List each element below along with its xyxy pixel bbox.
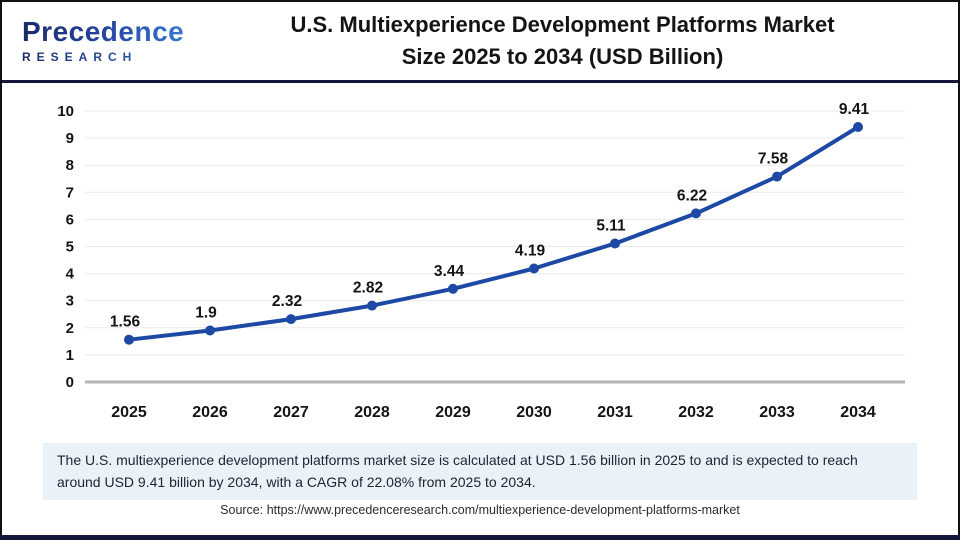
chart-title: U.S. Multiexperience Development Platfor… <box>197 9 928 73</box>
x-tick-label: 2028 <box>354 404 390 421</box>
y-tick-label: 0 <box>66 374 74 391</box>
data-point[interactable] <box>205 325 215 336</box>
x-tick-label: 2027 <box>273 404 309 421</box>
header-divider <box>0 80 960 83</box>
footnote-box: The U.S. multiexperience development pla… <box>43 443 917 500</box>
y-tick-label: 4 <box>66 266 75 283</box>
data-point[interactable] <box>853 122 863 132</box>
bottom-accent-bar <box>0 535 960 540</box>
data-point-label: 5.11 <box>596 218 626 235</box>
data-point-label: 4.19 <box>515 243 546 260</box>
data-point-label: 3.44 <box>434 263 465 280</box>
data-point[interactable] <box>610 238 620 249</box>
y-tick-label: 1 <box>66 347 74 364</box>
y-tick-label: 5 <box>66 239 74 256</box>
x-tick-label: 2033 <box>759 404 795 421</box>
y-tick-label: 10 <box>57 103 74 120</box>
data-point-label: 6.22 <box>677 187 707 204</box>
y-tick-label: 9 <box>66 130 74 147</box>
series-line <box>127 125 860 342</box>
x-tick-label: 2029 <box>435 404 471 421</box>
y-tick-label: 8 <box>66 157 74 174</box>
x-tick-label: 2030 <box>516 404 552 421</box>
y-tick-label: 7 <box>66 184 74 201</box>
data-point-label: 1.56 <box>110 314 141 331</box>
x-tick-label: 2034 <box>840 404 876 421</box>
data-point[interactable] <box>691 208 701 219</box>
logo-subtitle: RESEARCH <box>22 50 197 64</box>
data-point[interactable] <box>367 300 377 311</box>
chart-title-line1: U.S. Multiexperience Development Platfor… <box>290 12 835 38</box>
y-tick-label: 3 <box>66 293 74 310</box>
precedence-research-logo: Precedence RESEARCH <box>2 18 197 65</box>
y-tick-label: 2 <box>66 320 74 337</box>
x-tick-label: 2032 <box>678 404 714 421</box>
logo-wordmark: Precedence <box>22 18 197 46</box>
chart-title-line2: Size 2025 to 2034 (USD Billion) <box>401 44 724 69</box>
data-point[interactable] <box>286 314 296 325</box>
data-point-label: 7.58 <box>758 151 789 168</box>
data-point[interactable] <box>448 283 458 294</box>
x-tick-label: 2025 <box>111 404 147 421</box>
data-point-label: 2.32 <box>272 293 302 310</box>
data-point-label: 2.82 <box>353 280 383 297</box>
source-link[interactable]: Source: https://www.precedenceresearch.c… <box>220 503 740 517</box>
header: Precedence RESEARCH U.S. Multiexperience… <box>2 2 958 80</box>
data-point[interactable] <box>772 171 782 182</box>
x-tick-label: 2026 <box>192 404 228 421</box>
data-point-label: 9.41 <box>839 101 870 118</box>
data-point[interactable] <box>529 263 539 274</box>
data-point-label: 1.9 <box>195 305 217 322</box>
x-tick-label: 2031 <box>597 404 633 421</box>
data-point[interactable] <box>124 334 134 345</box>
y-tick-label: 6 <box>66 211 74 228</box>
